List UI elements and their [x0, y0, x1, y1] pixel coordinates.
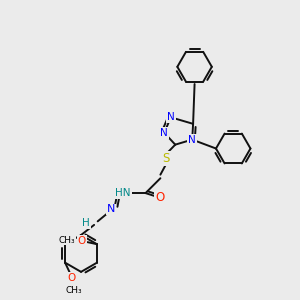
Text: N: N [107, 204, 116, 214]
Text: CH₃: CH₃ [66, 286, 82, 295]
Text: N: N [160, 128, 168, 138]
Text: O: O [67, 273, 75, 283]
Text: O: O [77, 236, 86, 246]
Text: H: H [82, 218, 90, 228]
Text: S: S [163, 152, 170, 165]
Text: N: N [188, 135, 196, 145]
Text: O: O [155, 191, 164, 204]
Text: N: N [167, 112, 175, 122]
Text: HN: HN [116, 188, 131, 198]
Text: CH₃: CH₃ [58, 236, 75, 244]
